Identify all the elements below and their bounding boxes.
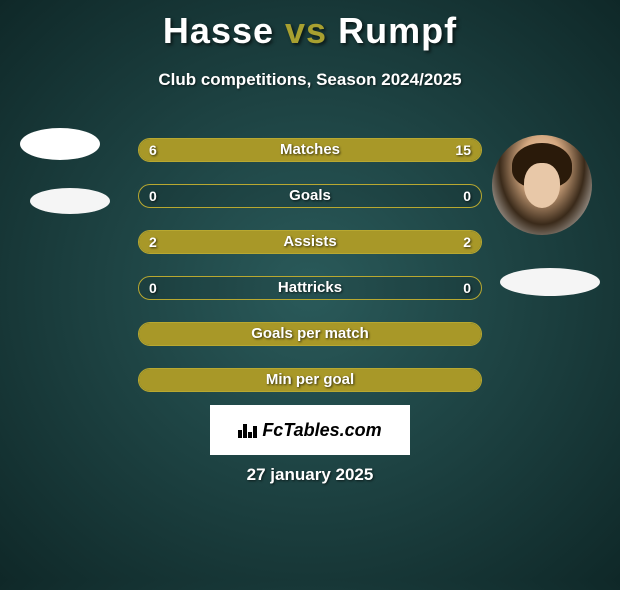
title-player1: Hasse xyxy=(163,10,274,51)
date-text: 27 january 2025 xyxy=(0,465,620,485)
stat-bar-row: Min per goal xyxy=(138,368,482,392)
player1-club-avatar-placeholder xyxy=(30,188,110,214)
brand-chart-icon xyxy=(238,422,258,438)
title-player2: Rumpf xyxy=(338,10,457,51)
stat-bar-label: Hattricks xyxy=(139,277,481,299)
stat-bar-label: Goals per match xyxy=(139,323,481,345)
stat-bar-row: 00Goals xyxy=(138,184,482,208)
stat-bar-row: Goals per match xyxy=(138,322,482,346)
stat-bar-label: Min per goal xyxy=(139,369,481,391)
stat-bar-row: 22Assists xyxy=(138,230,482,254)
stat-bar-label: Goals xyxy=(139,185,481,207)
stat-bar-label: Assists xyxy=(139,231,481,253)
stat-bars-container: 615Matches 00Goals 22Assists 00Hattricks Goa… xyxy=(138,138,482,414)
stat-bar-row: 00Hattricks xyxy=(138,276,482,300)
page-title: Hasse vs Rumpf xyxy=(0,10,620,52)
brand-box: FcTables.com xyxy=(210,405,410,455)
player2-club-avatar-placeholder xyxy=(500,268,600,296)
subtitle: Club competitions, Season 2024/2025 xyxy=(0,70,620,90)
player1-avatar-placeholder xyxy=(20,128,100,160)
stat-bar-row: 615Matches xyxy=(138,138,482,162)
player2-avatar xyxy=(492,135,592,235)
brand-text: FcTables.com xyxy=(262,420,381,441)
title-vs: vs xyxy=(285,10,327,51)
stat-bar-label: Matches xyxy=(139,139,481,161)
